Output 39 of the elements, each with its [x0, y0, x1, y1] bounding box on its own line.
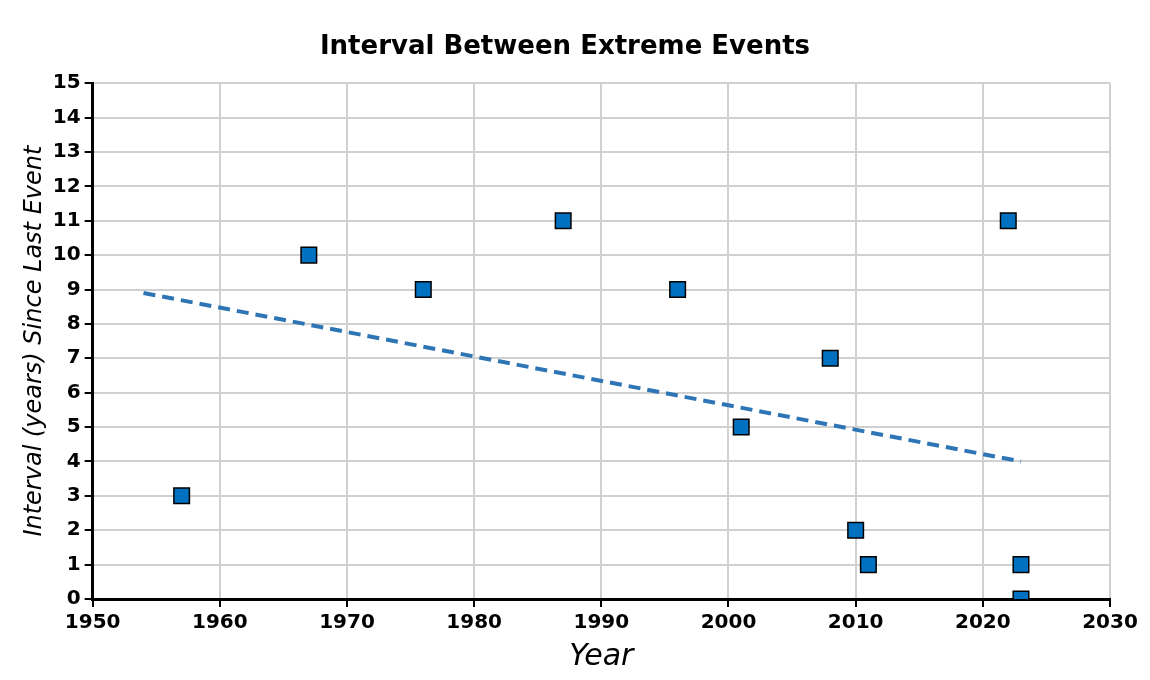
- y-tick-label: 15: [52, 69, 81, 94]
- y-axis-title: Interval (years) Since Last Event: [18, 144, 47, 537]
- y-tick-label: 7: [66, 344, 81, 369]
- y-tick-label: 13: [52, 138, 81, 163]
- chart-title: Interval Between Extreme Events: [319, 30, 811, 61]
- y-tick-label: 9: [66, 275, 81, 300]
- y-tick-label: 8: [66, 310, 81, 335]
- point: [554, 212, 572, 230]
- x-tick-label: 1990: [573, 609, 630, 634]
- x-tick-label: 1970: [319, 609, 375, 634]
- x-tick-label: 2000: [700, 609, 757, 634]
- y-tick-label: 0: [66, 585, 81, 610]
- x-tick-label: 1980: [446, 609, 502, 634]
- x-tick-label: 2030: [1082, 609, 1138, 634]
- point: [300, 246, 318, 264]
- y-tick-label: 12: [52, 172, 81, 197]
- x-tick-label: 2020: [954, 609, 1011, 634]
- point: [173, 487, 191, 505]
- x-tick-label: 1950: [64, 609, 121, 634]
- y-tick-label: 14: [52, 103, 81, 128]
- point: [847, 521, 865, 539]
- y-tick-label: 10: [52, 241, 81, 266]
- y-tick-label: 4: [66, 447, 81, 472]
- y-tick-label: 11: [52, 206, 81, 231]
- y-tick-label: 5: [66, 413, 81, 438]
- x-tick-label: 1960: [191, 609, 248, 634]
- point: [859, 556, 877, 574]
- point: [669, 280, 687, 299]
- x-tick-label: 2010: [827, 609, 884, 634]
- y-tick-label: 1: [66, 550, 81, 575]
- x-axis-title: Year: [569, 636, 636, 672]
- y-tick-label: 6: [66, 378, 81, 403]
- y-tick-label: 3: [66, 482, 81, 507]
- point: [732, 418, 750, 436]
- point: [999, 212, 1017, 230]
- y-tick-label: 2: [66, 516, 81, 541]
- point: [821, 349, 839, 367]
- point: [1012, 556, 1030, 574]
- point: [414, 280, 432, 299]
